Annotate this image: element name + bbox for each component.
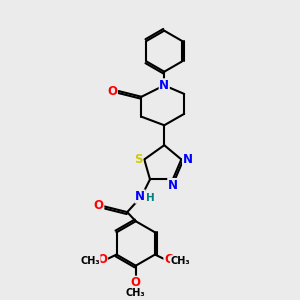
Text: N: N [183,153,193,166]
Text: CH₃: CH₃ [171,256,190,266]
Text: O: O [164,253,174,266]
Text: N: N [168,178,178,192]
Text: N: N [135,190,145,203]
Text: O: O [98,253,107,266]
Text: O: O [94,199,104,212]
Text: H: H [146,193,154,203]
Text: N: N [159,79,169,92]
Text: O: O [131,276,141,289]
Text: CH₃: CH₃ [80,256,100,266]
Text: O: O [107,85,117,98]
Text: S: S [134,153,143,166]
Text: CH₃: CH₃ [126,288,146,298]
